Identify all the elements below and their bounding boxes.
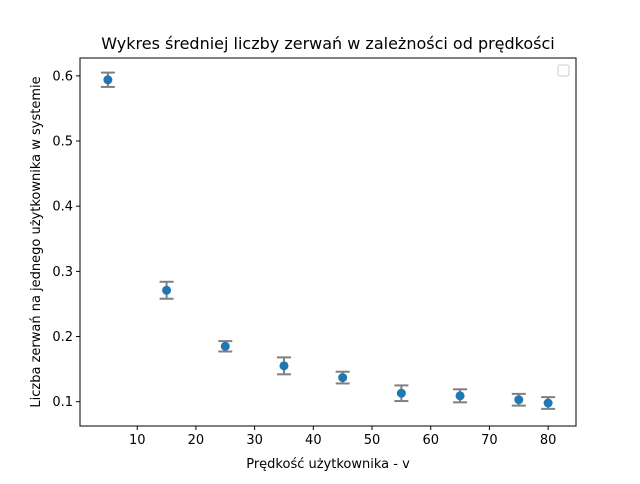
- data-point: [159, 280, 174, 300]
- data-point: [541, 396, 556, 410]
- y-tick-label: 0.6: [52, 69, 73, 84]
- x-tick-label: 20: [188, 433, 205, 448]
- point-marker: [455, 391, 465, 401]
- point-marker: [162, 285, 172, 295]
- point-marker: [543, 398, 553, 408]
- chart-title: Wykres średniej liczby zerwań w zależnoś…: [101, 34, 555, 53]
- x-tick-label: 10: [129, 433, 146, 448]
- data-point: [394, 384, 409, 403]
- legend-box[interactable]: [557, 64, 570, 77]
- y-tick-label: 0.3: [52, 265, 73, 280]
- data-layer: [100, 71, 556, 410]
- x-axis-ticks: 10 20 30 40 50 60 70 80: [129, 426, 556, 448]
- data-point: [218, 340, 233, 353]
- y-axis-ticks: 0.1 0.2 0.3 0.4 0.5 0.6: [52, 69, 80, 410]
- y-tick-label: 0.1: [52, 395, 73, 410]
- point-marker: [279, 361, 289, 371]
- x-axis-label: Prędkość użytkownika - v: [246, 457, 410, 472]
- point-marker: [220, 341, 230, 351]
- x-tick-label: 50: [364, 433, 381, 448]
- data-point: [453, 388, 468, 404]
- plot-frame: [79, 57, 577, 427]
- x-tick-label: 30: [246, 433, 263, 448]
- x-tick-label: 40: [305, 433, 322, 448]
- x-tick-label: 70: [481, 433, 498, 448]
- data-point: [511, 392, 526, 407]
- y-tick-label: 0.2: [52, 330, 73, 345]
- data-point: [335, 370, 350, 385]
- data-point: [100, 71, 115, 88]
- point-marker: [103, 75, 113, 85]
- x-tick-label: 80: [540, 433, 557, 448]
- data-point: [276, 356, 291, 376]
- y-axis-label: Liczba zerwań na jednego użytkownika w s…: [29, 76, 44, 407]
- point-marker: [514, 395, 524, 405]
- x-tick-label: 60: [422, 433, 439, 448]
- point-marker: [396, 388, 406, 398]
- y-tick-label: 0.4: [52, 200, 73, 215]
- point-marker: [338, 373, 348, 383]
- y-tick-label: 0.5: [52, 135, 73, 150]
